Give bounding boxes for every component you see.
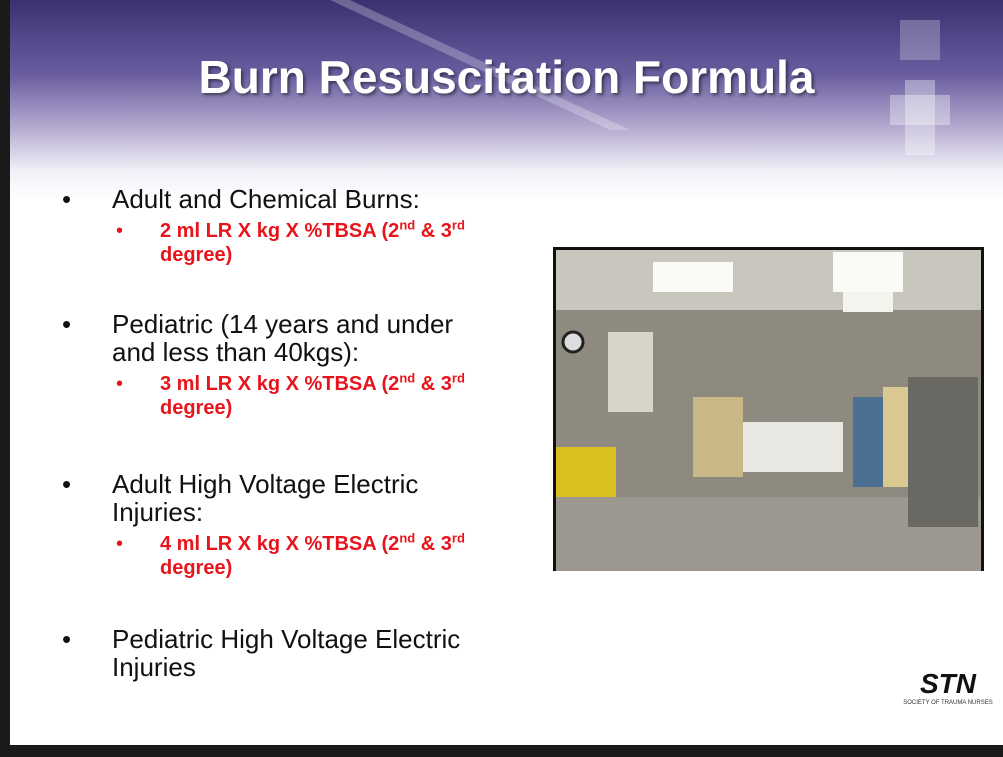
page: Burn Resuscitation Formula Adult and Che…: [0, 0, 1003, 757]
sub-bullet-text: 4 ml LR X kg X %TBSA (2: [160, 533, 399, 555]
superscript: rd: [452, 217, 465, 232]
superscript: rd: [452, 370, 465, 385]
photo: [553, 247, 984, 571]
bullet-text: Adult and Chemical Burns:: [112, 184, 420, 214]
bullet-text: Adult High Voltage Electric Injuries:: [112, 469, 418, 527]
logo: STN SOCIETY OF TRAUMA NURSES: [903, 668, 993, 706]
bullet: Pediatric (14 years and under and less t…: [112, 310, 492, 420]
sub-bullet: 2 ml LR X kg X %TBSA (2nd & 3rd degree): [160, 219, 520, 267]
bullet: Pediatric High Voltage Electric Injuries: [112, 625, 492, 681]
bullet: Adult High Voltage Electric Injuries: 4 m…: [112, 470, 492, 580]
sub-bullet-text: & 3: [415, 373, 452, 395]
superscript: nd: [399, 217, 415, 232]
bullet-text: Pediatric (14 years and under and less t…: [112, 309, 453, 367]
sub-bullet-text: degree): [160, 557, 232, 579]
sub-bullet: 4 ml LR X kg X %TBSA (2nd & 3rd degree): [160, 532, 520, 580]
superscript: rd: [452, 530, 465, 545]
slide-title: Burn Resuscitation Formula: [10, 50, 1003, 104]
sub-bullet-text: & 3: [415, 220, 452, 242]
superscript: nd: [399, 370, 415, 385]
sub-bullet-text: degree): [160, 397, 232, 419]
sub-bullet-text: degree): [160, 244, 232, 266]
sub-bullet: 3 ml LR X kg X %TBSA (2nd & 3rd degree): [160, 372, 520, 420]
bullet: Adult and Chemical Burns: 2 ml LR X kg X …: [112, 185, 492, 267]
sub-bullet-text: & 3: [415, 533, 452, 555]
logo-caption: SOCIETY OF TRAUMA NURSES: [903, 700, 993, 706]
logo-mark: STN: [903, 668, 993, 700]
sub-bullet-text: 2 ml LR X kg X %TBSA (2: [160, 220, 399, 242]
bullet-text: Pediatric High Voltage Electric Injuries: [112, 624, 460, 682]
sub-bullet-text: 3 ml LR X kg X %TBSA (2: [160, 373, 399, 395]
superscript: nd: [399, 530, 415, 545]
slide: Burn Resuscitation Formula Adult and Che…: [10, 0, 1003, 745]
